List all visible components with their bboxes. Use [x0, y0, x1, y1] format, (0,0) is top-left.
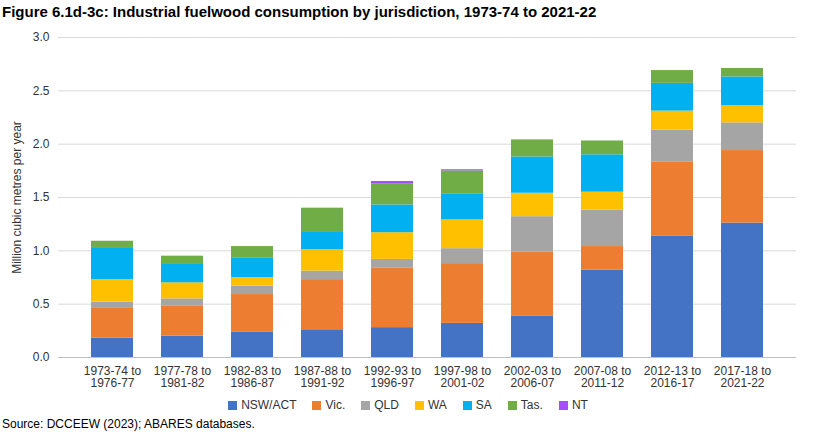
svg-text:3.0: 3.0: [33, 30, 50, 44]
html-text:Tas.: Tas.: [520, 398, 543, 412]
svg-text:2007-08 to2011-12: 2007-08 to2011-12: [574, 364, 632, 390]
html-text:Vic.: Vic.: [325, 398, 346, 412]
svg-text:1977-78 to1981-82: 1977-78 to1981-82: [154, 364, 212, 390]
svg-text:2.5: 2.5: [33, 84, 50, 98]
html-text:WA: WA: [428, 398, 447, 412]
html-text:SA: SA: [475, 398, 492, 412]
html-text:NT: NT: [571, 398, 588, 412]
svg-text:2012-13 to2016-17: 2012-13 to2016-17: [644, 364, 702, 390]
svg-text:1973-74 to1976-77: 1973-74 to1976-77: [84, 364, 142, 390]
svg-text:2.0: 2.0: [33, 137, 50, 151]
html-text:Figure 6.1d-3c: Industrial fue: Figure 6.1d-3c: Industrial fuelwood cons…: [2, 3, 597, 20]
html-text:NSW/ACT: NSW/ACT: [241, 398, 297, 412]
svg-text:1982-83 to1986-87: 1982-83 to1986-87: [224, 364, 282, 390]
svg-text:0.0: 0.0: [33, 350, 50, 364]
svg-text:1.5: 1.5: [33, 190, 50, 204]
svg-text:0.5: 0.5: [33, 297, 50, 311]
svg-text:1987-88 to1991-92: 1987-88 to1991-92: [294, 364, 352, 390]
svg-text:1.0: 1.0: [33, 244, 50, 258]
svg-text:2017-18 to2021-22: 2017-18 to2021-22: [714, 364, 772, 390]
html-text:QLD: QLD: [374, 398, 399, 412]
svg-text:1997-98 to2001-02: 1997-98 to2001-02: [434, 364, 492, 390]
svg-text:2002-03 to2006-07: 2002-03 to2006-07: [504, 364, 562, 390]
svg-text:Million cubic metres per year: Million cubic metres per year: [10, 121, 24, 274]
svg-text:1992-93 to1996-97: 1992-93 to1996-97: [364, 364, 422, 390]
html-text:Source: DCCEEW (2023); ABARES: Source: DCCEEW (2023); ABARES databases.: [2, 417, 255, 431]
